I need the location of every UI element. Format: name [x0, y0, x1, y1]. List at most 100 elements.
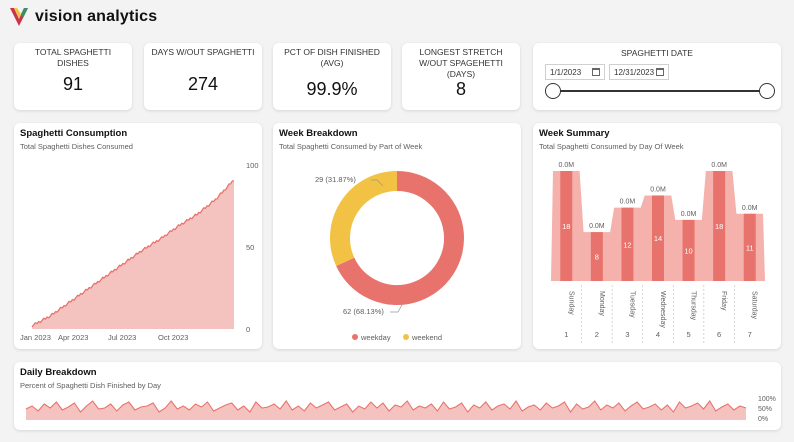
- label-leader-line: [371, 179, 384, 187]
- kpi-pct-finished: PCT OF DISH FINISHED (AVG) 99.9%: [273, 43, 391, 110]
- kpi-value: 274: [187, 74, 219, 94]
- bar-top-label: 0.0M: [559, 162, 575, 169]
- chart-title: Week Summary: [539, 128, 610, 139]
- kpi-value: 8: [455, 79, 466, 99]
- data-label: 62 (68.13%): [343, 307, 384, 316]
- data-label: 29 (31.87%): [315, 175, 356, 184]
- x-tick-label: Saturday: [751, 291, 758, 320]
- legend-marker: [403, 334, 409, 340]
- bar-value-label: 14: [654, 234, 662, 243]
- chart-subtitle: Total Spaghetti Consumed by Part of Week: [279, 142, 423, 151]
- week-breakdown-chart: 29 (31.87%) 62 (68.13%) weekday weekend: [315, 171, 464, 342]
- bar-value-label: 10: [684, 246, 692, 255]
- kpi-label: PCT OF DISH FINISHED (AVG): [284, 47, 380, 68]
- bar-top-label: 0.0M: [742, 205, 758, 212]
- slider-end-handle[interactable]: [759, 83, 775, 99]
- v-logo-icon: [10, 8, 28, 26]
- week-summary-chart: 180.0MSunday180.0MMonday2120.0MTuesday31…: [551, 162, 765, 345]
- kpi-label: LONGEST STRETCH W/OUT SPAGEHETTI (DAYS): [419, 47, 503, 79]
- x-tick-label: Friday: [720, 291, 727, 311]
- bar-value-label: 11: [746, 243, 754, 252]
- kpi-label: DAYS W/OUT SPAGHETTI: [151, 47, 255, 57]
- bar-value-label: 8: [595, 253, 599, 262]
- bar: [652, 195, 664, 281]
- start-date-input[interactable]: 1/1/2023: [545, 64, 605, 80]
- end-date-value: 12/31/2023: [614, 68, 655, 77]
- calendar-icon[interactable]: [656, 68, 664, 76]
- chart-subtitle: Total Spaghetti Consumed by Day Of Week: [539, 142, 684, 151]
- chart-subtitle: Total Spaghetti Dishes Consumed: [20, 142, 133, 151]
- day-number-label: 1: [564, 330, 568, 339]
- bar-top-label: 0.0M: [681, 211, 697, 218]
- kpi-days-without: DAYS W/OUT SPAGHETTI 274: [144, 43, 262, 110]
- date-slicer: SPAGHETTI DATE 1/1/2023 12/31/2023: [533, 43, 781, 110]
- calendar-icon[interactable]: [592, 68, 600, 76]
- kpi-label: TOTAL SPAGHETTI DISHES: [34, 47, 112, 68]
- day-number-label: 7: [748, 330, 752, 339]
- start-date-value: 1/1/2023: [550, 68, 582, 77]
- kpi-value: 91: [62, 74, 84, 94]
- label-leader-line: [390, 302, 404, 313]
- legend-marker: [352, 334, 358, 340]
- bar-top-label: 0.0M: [589, 223, 605, 230]
- x-tick-label: Tuesday: [628, 291, 635, 318]
- bar: [621, 207, 634, 281]
- x-tick-label: Thursday: [690, 291, 697, 321]
- legend-label: weekend: [411, 333, 442, 342]
- bar-value-label: 18: [562, 222, 570, 231]
- y-tick-label: 100: [246, 161, 259, 170]
- area-line: [25, 400, 747, 413]
- y-tick-label: 50%: [758, 406, 772, 413]
- day-number-label: 6: [717, 330, 721, 339]
- day-number-label: 3: [625, 330, 629, 339]
- x-tick-label: Wednesday: [659, 291, 666, 328]
- y-tick-label: 0: [246, 325, 250, 334]
- area-fill: [26, 401, 746, 420]
- legend-label: weekday: [360, 333, 391, 342]
- donut-slice-weekday: [336, 171, 464, 305]
- chart-title: Daily Breakdown: [20, 367, 97, 378]
- bar: [682, 219, 695, 281]
- kpi-total-dishes: TOTAL SPAGHETTI DISHES 91: [14, 43, 132, 110]
- week-summary-card: Week Summary Total Spaghetti Consumed by…: [533, 123, 781, 349]
- chart-title: Week Breakdown: [279, 128, 358, 139]
- week-breakdown-card: Week Breakdown Total Spaghetti Consumed …: [273, 123, 521, 349]
- bar-value-label: 18: [715, 222, 723, 231]
- x-tick-label: Jan 2023: [20, 333, 51, 342]
- end-date-input[interactable]: 12/31/2023: [609, 64, 669, 80]
- bar: [590, 232, 603, 281]
- consumption-card: Spaghetti Consumption Total Spaghetti Di…: [14, 123, 262, 349]
- area-fill: [32, 180, 234, 329]
- bar-top-label: 0.0M: [620, 199, 636, 206]
- bar: [743, 213, 756, 281]
- slider-track[interactable]: [553, 90, 767, 92]
- x-tick-label: Monday: [598, 291, 605, 316]
- bar-top-label: 0.0M: [650, 186, 666, 193]
- day-number-label: 5: [686, 330, 690, 339]
- slicer-title: SPAGHETTI DATE: [621, 48, 693, 58]
- chart-subtitle: Percent of Spaghetti Dish Finished by Da…: [20, 381, 161, 390]
- x-tick-label: Apr 2023: [58, 333, 88, 342]
- y-tick-label: 50: [246, 243, 254, 252]
- donut-slice-weekend: [330, 171, 398, 267]
- bar-top-label: 0.0M: [711, 162, 727, 169]
- kpi-value: 99.9%: [306, 79, 358, 99]
- chart-title: Spaghetti Consumption: [20, 128, 128, 139]
- y-tick-label: 100%: [758, 396, 776, 403]
- x-tick-label: Sunday: [567, 291, 574, 315]
- day-number-label: 4: [656, 330, 660, 339]
- x-tick-label: Jul 2023: [108, 333, 136, 342]
- kpi-longest-stretch: LONGEST STRETCH W/OUT SPAGEHETTI (DAYS) …: [402, 43, 520, 110]
- bar-value-label: 12: [623, 240, 631, 249]
- bar: [713, 171, 726, 281]
- area-line: [31, 180, 235, 328]
- bar: [560, 171, 573, 281]
- daily-breakdown-card: Daily Breakdown Percent of Spaghetti Dis…: [14, 362, 781, 430]
- x-tick-label: Oct 2023: [158, 333, 188, 342]
- y-tick-label: 0%: [758, 416, 768, 423]
- slider-start-handle[interactable]: [545, 83, 561, 99]
- consumption-chart: 100 50 0 Jan 2023 Apr 2023 Jul 2023 Oct 2023: [20, 161, 259, 342]
- daily-chart: 100% 50% 0%: [25, 396, 776, 423]
- day-number-label: 2: [595, 330, 599, 339]
- app-header: vision analytics: [9, 6, 157, 28]
